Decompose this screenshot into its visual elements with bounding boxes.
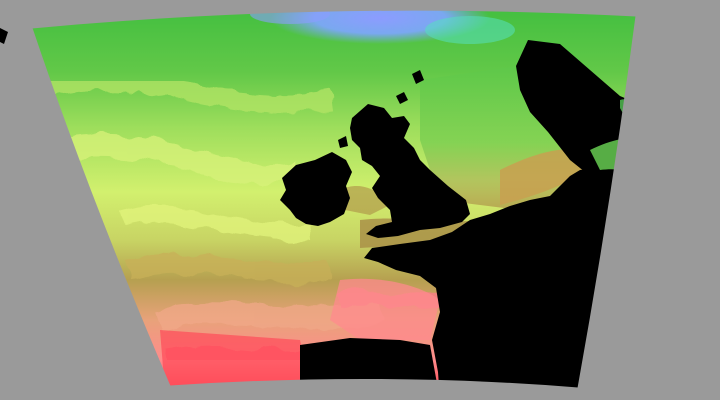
ireland-landmass: [280, 152, 352, 226]
great-britain-landmass: [350, 104, 470, 238]
domain-boundary: [31, 9, 637, 389]
edge-land-fragment: [0, 28, 8, 44]
bay-of-biscay-water: [330, 278, 440, 340]
warm-southern-water: [160, 330, 310, 388]
